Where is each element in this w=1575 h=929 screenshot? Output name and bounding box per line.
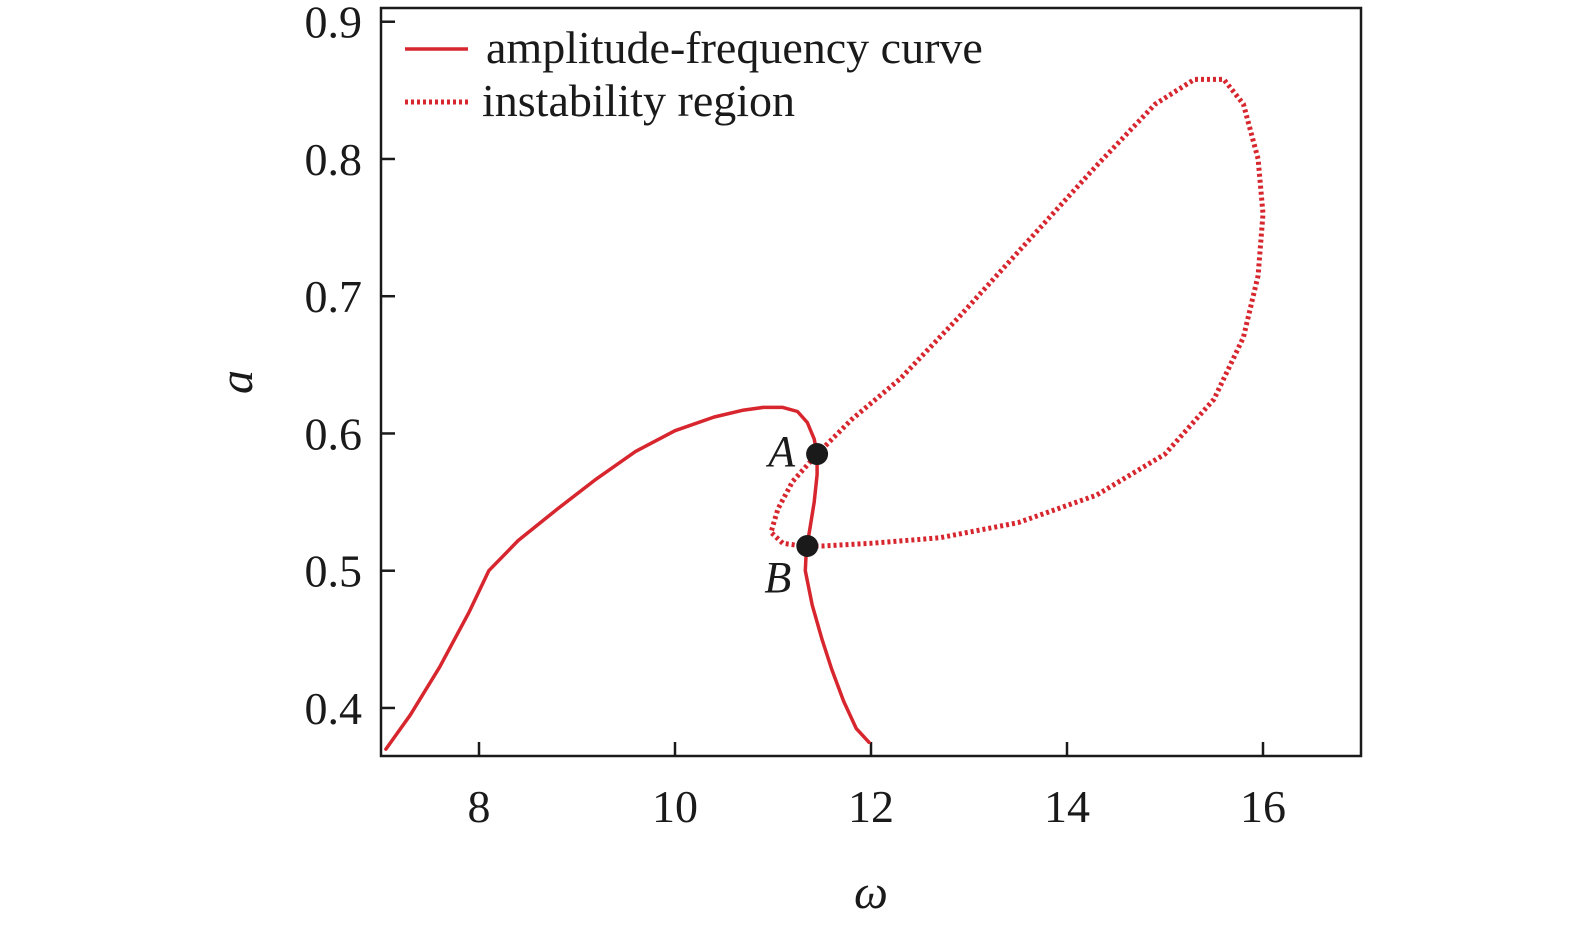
x-tick-label: 14: [1044, 781, 1090, 832]
points-layer: AB: [764, 427, 829, 602]
legend-label-instability-region: instability region: [482, 75, 795, 126]
y-axis-ticks: 0.4 0.5 0.6 0.7 0.8 0.9: [305, 0, 395, 734]
legend-label-amplitude-frequency-curve: amplitude-frequency curve: [486, 22, 983, 73]
point-marker-b: [796, 535, 819, 558]
y-tick-label: 0.7: [305, 271, 363, 322]
point-marker-a: [806, 443, 829, 466]
y-tick-label: 0.6: [305, 408, 363, 459]
point-label-b: B: [764, 553, 791, 602]
x-tick-label: 16: [1240, 781, 1286, 832]
x-tick-label: 8: [468, 781, 491, 832]
y-tick-label: 0.8: [305, 134, 363, 185]
x-axis-title: ω: [854, 866, 888, 919]
legend: amplitude-frequency curve instability re…: [405, 22, 983, 126]
y-axis-title: a: [210, 370, 263, 394]
series-line-instability-region: [768, 76, 1266, 549]
plot-area: 8 10 12 14 16 0.40.50.60.70.80.9 AB: [305, 0, 1363, 832]
x-axis-ticks: 8 10 12 14 16: [468, 742, 1286, 832]
series-line-amplitude-frequency-curve: [384, 405, 871, 751]
y-tick-label: 0.4: [305, 683, 363, 734]
x-tick-label: 12: [848, 781, 894, 832]
y-tick-label: 0.5: [305, 546, 363, 597]
y-tick-label: 0.9: [305, 0, 363, 48]
point-label-a: A: [765, 427, 796, 476]
x-tick-label: 10: [652, 781, 698, 832]
series-layer: [384, 76, 1266, 751]
